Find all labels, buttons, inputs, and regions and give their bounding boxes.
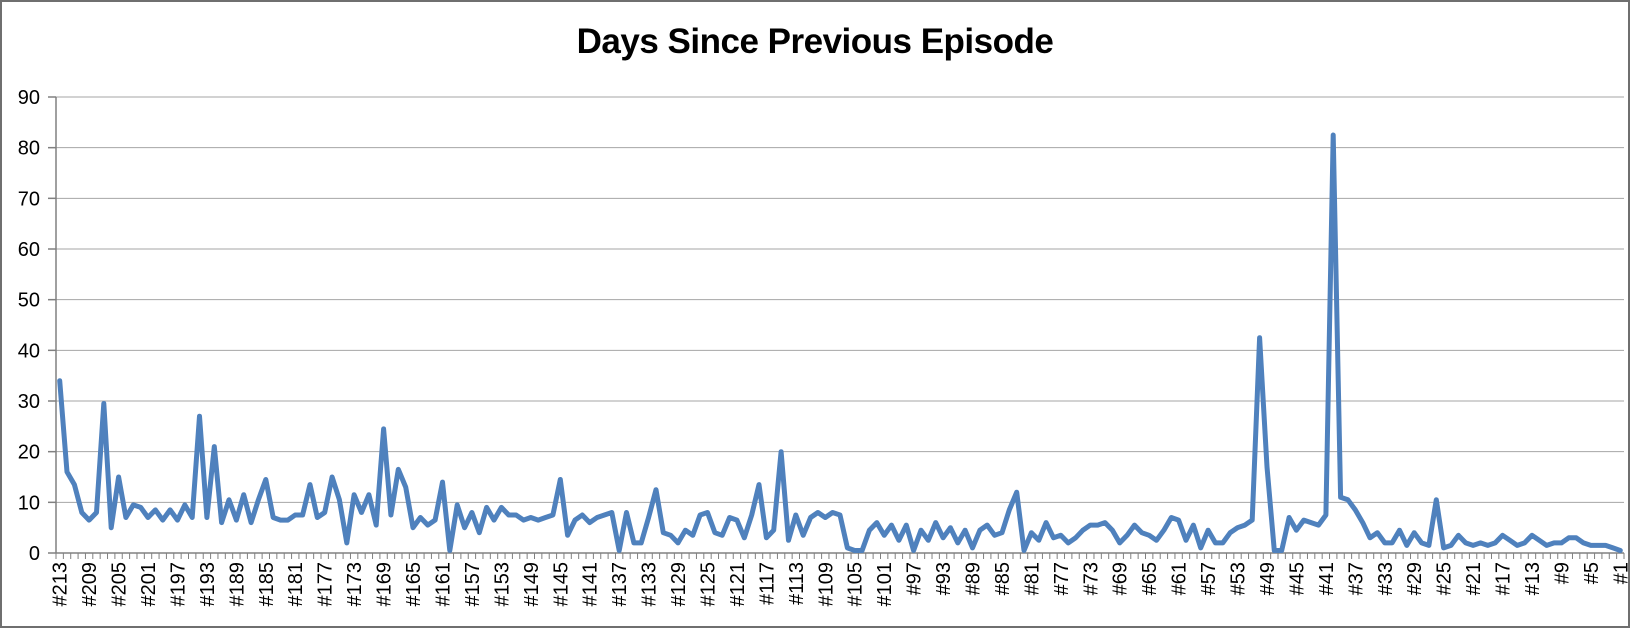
x-axis-label: #85 xyxy=(992,562,1014,595)
y-axis-labels: 0 10 20 30 40 50 60 70 80 90 xyxy=(18,87,40,565)
x-axis-label: #149 xyxy=(521,562,543,607)
x-axis-label: #197 xyxy=(167,562,189,607)
x-axis-label: #169 xyxy=(374,562,396,607)
series-line xyxy=(57,132,1623,553)
x-axis-label: #177 xyxy=(315,562,337,607)
x-axis-label: #145 xyxy=(550,562,572,607)
x-axis-label: #13 xyxy=(1522,562,1544,595)
x-axis-label: #61 xyxy=(1169,562,1191,595)
x-axis-label: #41 xyxy=(1316,562,1338,595)
x-axis-label: #57 xyxy=(1198,562,1220,595)
y-axis-label: 20 xyxy=(18,442,40,464)
x-axis-label: #201 xyxy=(138,562,160,607)
x-axis-label: #181 xyxy=(285,562,307,607)
x-axis-label: #5 xyxy=(1581,562,1603,584)
x-axis-label: #33 xyxy=(1375,562,1397,595)
x-axis-label: #157 xyxy=(462,562,484,607)
x-axis-label: #73 xyxy=(1080,562,1102,595)
y-axis-label: 30 xyxy=(18,391,40,413)
x-axis-label: #133 xyxy=(639,562,661,607)
x-axis-label: #25 xyxy=(1434,562,1456,595)
x-axis-label: #81 xyxy=(1021,562,1043,595)
y-axis-label: 10 xyxy=(18,492,40,514)
x-axis-ticks xyxy=(55,553,1625,559)
y-axis-label: 70 xyxy=(18,188,40,210)
y-axis-ticks xyxy=(48,96,56,554)
x-axis-label: #29 xyxy=(1404,562,1426,595)
x-axis-label: #77 xyxy=(1051,562,1073,595)
x-axis-label: #45 xyxy=(1286,562,1308,595)
x-axis-label: #189 xyxy=(226,562,248,607)
x-axis-label: #93 xyxy=(933,562,955,595)
x-axis-label: #109 xyxy=(815,562,837,607)
x-axis-label: #37 xyxy=(1345,562,1367,595)
x-axis-label: #125 xyxy=(697,562,719,607)
y-axis-label: 80 xyxy=(18,138,40,160)
x-axis-label: #101 xyxy=(874,562,896,607)
x-axis-label: #1 xyxy=(1610,562,1628,584)
gridlines xyxy=(56,96,1624,503)
x-axis-label: #89 xyxy=(963,562,985,595)
y-axis-label: 40 xyxy=(18,340,40,362)
x-axis-label: #173 xyxy=(344,562,366,607)
x-axis-label: #53 xyxy=(1228,562,1250,595)
x-axis-label: #69 xyxy=(1110,562,1132,595)
y-axis-label: 50 xyxy=(18,290,40,312)
y-axis-label: 0 xyxy=(29,543,40,565)
x-axis-label: #141 xyxy=(580,562,602,607)
y-axis-label: 60 xyxy=(18,239,40,261)
chart-title: Days Since Previous Episode xyxy=(576,22,1054,61)
x-axis-label: #9 xyxy=(1551,562,1573,584)
x-axis-label: #137 xyxy=(609,562,631,607)
y-axis-label: 90 xyxy=(18,87,40,109)
x-axis-label: #21 xyxy=(1463,562,1485,595)
x-axis-label: #129 xyxy=(668,562,690,607)
x-axis-label: #105 xyxy=(845,562,867,607)
x-axis-label: #213 xyxy=(50,562,72,607)
x-axis-label: #153 xyxy=(491,562,513,607)
x-axis-label: #121 xyxy=(727,562,749,607)
x-axis-label: #205 xyxy=(109,562,131,607)
x-axis-label: #17 xyxy=(1493,562,1515,595)
x-axis-label: #97 xyxy=(904,562,926,595)
x-axis-label: #49 xyxy=(1257,562,1279,595)
x-axis-label: #165 xyxy=(403,562,425,607)
x-axis-label: #161 xyxy=(432,562,454,607)
x-axis-label: #113 xyxy=(786,562,808,605)
x-axis-labels: #213 #209 #205 #201 #197 #193 #189 #185 #181 #177… xyxy=(50,562,1628,607)
x-axis-label: #185 xyxy=(256,562,278,607)
x-axis-label: #117 xyxy=(756,562,778,605)
x-axis-label: #209 xyxy=(79,562,101,607)
x-axis-label: #193 xyxy=(197,562,219,607)
x-axis-label: #65 xyxy=(1139,562,1161,595)
